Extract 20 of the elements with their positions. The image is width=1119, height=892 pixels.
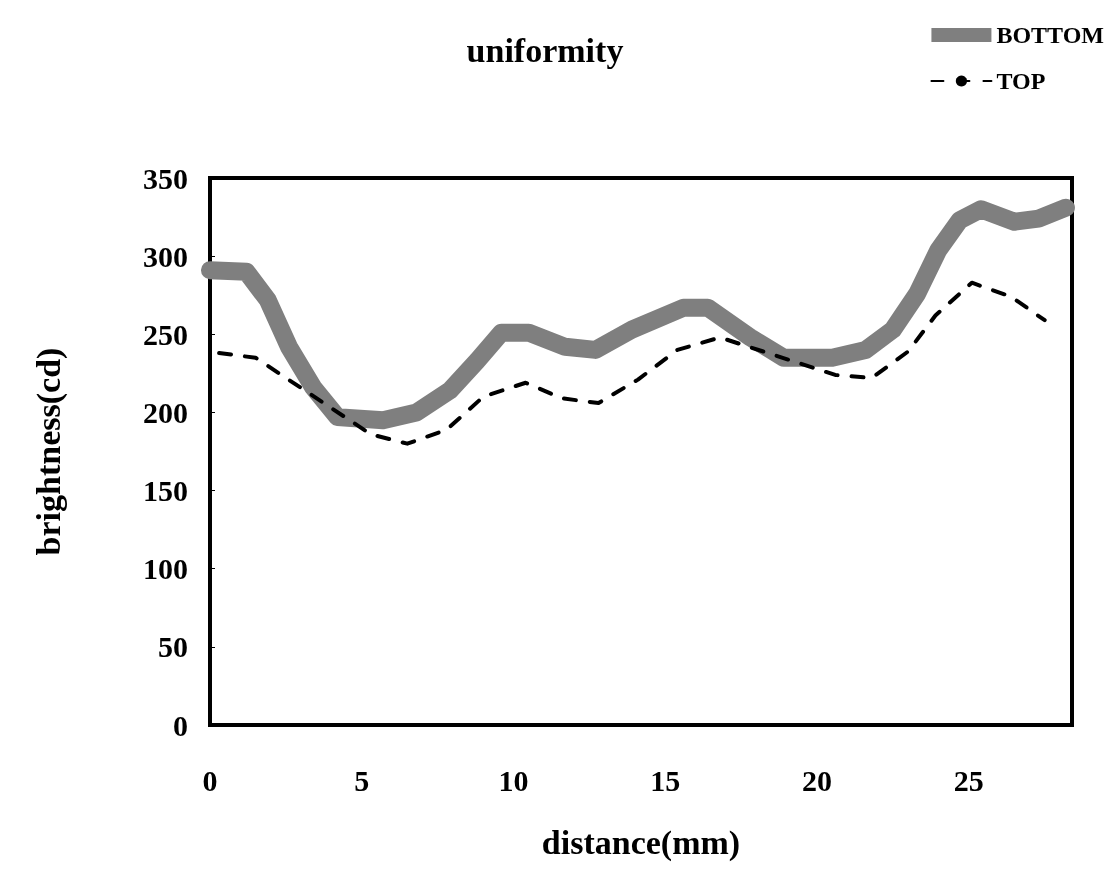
y-tick-label: 250: [143, 317, 188, 351]
y-tick-label: 300: [143, 239, 188, 273]
legend-label: TOP: [996, 68, 1046, 94]
y-tick-label: 200: [143, 395, 188, 429]
y-axis-title: brightness(cd): [29, 347, 68, 556]
y-tick-label: 350: [143, 161, 188, 195]
x-tick-label: 10: [498, 763, 529, 797]
x-tick-label: 15: [650, 763, 681, 797]
x-axis-title: distance(mm): [541, 823, 741, 862]
x-tick-label: 20: [802, 763, 833, 797]
y-tick-label: 0: [173, 708, 188, 742]
chart-title: uniformity: [466, 31, 624, 69]
x-tick-label: 25: [953, 763, 984, 797]
x-tick-label: 0: [202, 763, 218, 797]
y-tick-label: 150: [143, 474, 188, 508]
y-tick-label: 50: [158, 630, 188, 664]
line-series: [217, 280, 1047, 446]
y-tick-label: 100: [143, 552, 188, 586]
legend-label: BOTTOM: [996, 22, 1104, 48]
x-tick-label: 5: [354, 763, 370, 797]
